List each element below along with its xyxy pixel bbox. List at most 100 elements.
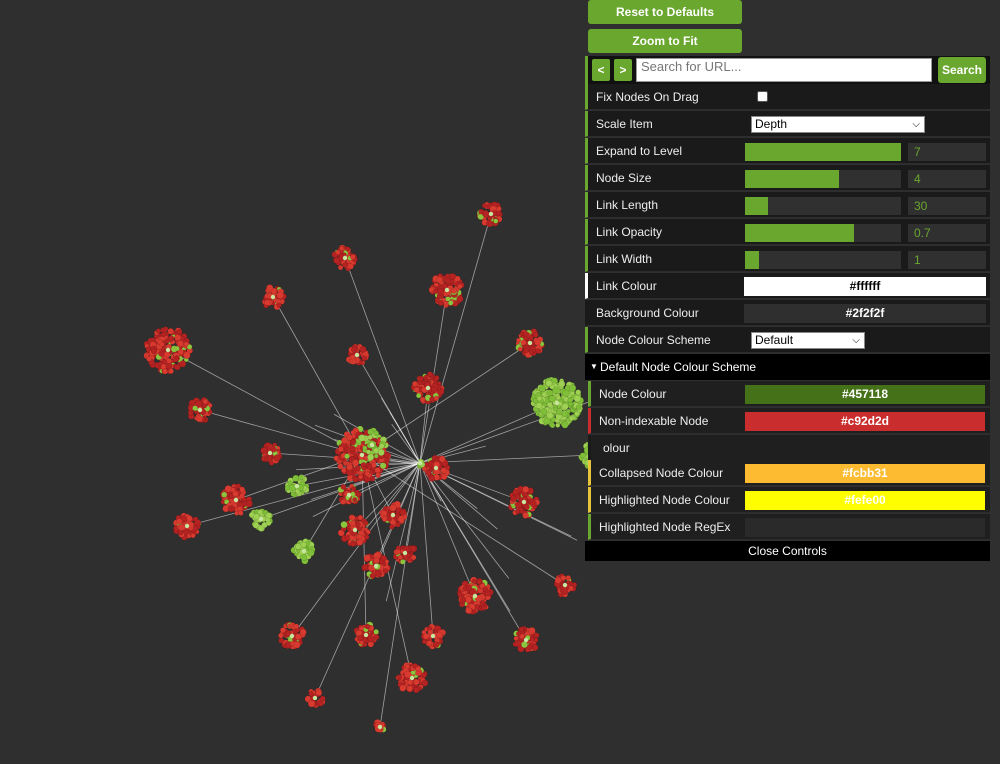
nonindexable-swatch[interactable]: #c92d2d [745,412,985,431]
graph-node [568,384,577,392]
graph-node [366,464,373,470]
graph-node [456,295,464,303]
graph-node [382,568,389,574]
graph-node [350,540,357,547]
graph-node [457,283,463,290]
link-opacity-slider[interactable] [745,224,901,242]
node-colour-swatch[interactable]: #457118 [745,385,985,404]
graph-node [232,490,239,497]
graph-node [512,489,519,496]
graph-node [421,679,429,687]
search-input[interactable]: Search for URL... [636,58,932,82]
graph-node [359,346,367,353]
node-colour-scheme-select[interactable]: Default ⌵ [751,332,865,349]
graph-node [202,399,208,405]
node-cluster [220,483,253,516]
expand-level-row: Expand to Level 7 [585,138,990,164]
expand-level-input[interactable]: 7 [908,143,986,161]
fix-nodes-label: Fix Nodes On Drag [596,90,699,104]
graph-node [521,499,527,505]
graph-node [294,483,300,489]
graph-node [298,475,304,481]
graph-node [367,635,375,643]
search-button[interactable]: Search [938,57,986,83]
graph-node [164,338,170,344]
next-result-button[interactable]: > [614,59,632,81]
graph-node [523,637,529,643]
graph-link [419,462,476,597]
graph-node [552,386,560,394]
link-length-row: Link Length 30 [585,192,990,218]
prev-result-button[interactable]: < [592,59,610,81]
scale-item-select[interactable]: Depth ⌵ [751,116,925,133]
graph-node [529,636,535,642]
link-length-label: Link Length [596,198,659,212]
graph-node [367,428,374,435]
graph-node [183,529,190,536]
graph-node [358,474,364,480]
graph-node [425,385,431,391]
link-width-input[interactable]: 1 [908,251,986,269]
zoom-to-fit-button[interactable]: Zoom to Fit [588,29,742,53]
graph-node [481,210,489,218]
graph-node [554,400,560,406]
graph-node [373,557,380,564]
graph-node [546,401,553,408]
scale-item-row: Scale Item Depth ⌵ [585,111,990,137]
graph-node [380,555,387,562]
fix-nodes-checkbox[interactable] [757,91,768,102]
partial-label: olour [603,441,630,455]
graph-node [426,640,433,646]
graph-node [289,633,295,639]
graph-node [444,287,450,293]
node-cluster [421,454,451,482]
highlighted-swatch[interactable]: #fefe00 [745,491,985,510]
link-opacity-input[interactable]: 0.7 [908,224,986,242]
regex-input[interactable] [745,518,985,537]
graph-link [419,213,492,464]
graph-node [437,299,444,306]
graph-node [350,491,356,497]
link-length-input[interactable]: 30 [908,197,986,215]
graph-node [346,492,352,498]
link-length-slider[interactable] [745,197,901,215]
bg-colour-swatch[interactable]: #2f2f2f [744,304,986,323]
graph-node [528,627,536,635]
colour-scheme-section-toggle[interactable]: ▼ Default Node Colour Scheme [585,354,990,380]
graph-node [367,434,373,440]
graph-node [293,623,300,630]
node-cluster [353,621,380,648]
graph-node [538,384,546,392]
graph-node [527,340,533,346]
expand-level-slider[interactable] [745,143,901,161]
graph-node [264,299,271,306]
node-size-input[interactable]: 4 [908,170,986,188]
node-size-slider[interactable] [745,170,901,188]
graph-node [362,642,368,647]
graph-node [438,455,446,463]
graph-node [349,254,356,260]
graph-node [228,493,235,500]
graph-node [536,395,543,402]
graph-node [364,470,371,477]
graph-node [357,634,364,642]
reset-defaults-button[interactable]: Reset to Defaults [588,0,742,24]
graph-node [420,672,427,679]
collapsed-swatch[interactable]: #fcbb31 [745,464,985,483]
graph-node [356,538,364,546]
graph-node [465,607,473,614]
graph-node [184,523,190,529]
node-cluster [248,508,273,532]
link-colour-swatch[interactable]: #ffffff [744,277,986,296]
close-controls-button[interactable]: Close Controls [585,541,990,561]
graph-node [495,210,501,216]
graph-node [294,633,302,640]
graph-node [395,549,401,555]
node-cluster [278,621,307,650]
link-width-slider[interactable] [745,251,901,269]
graph-node [160,332,166,338]
node-cluster [392,545,418,565]
graph-node [299,628,307,636]
graph-node [165,347,171,353]
